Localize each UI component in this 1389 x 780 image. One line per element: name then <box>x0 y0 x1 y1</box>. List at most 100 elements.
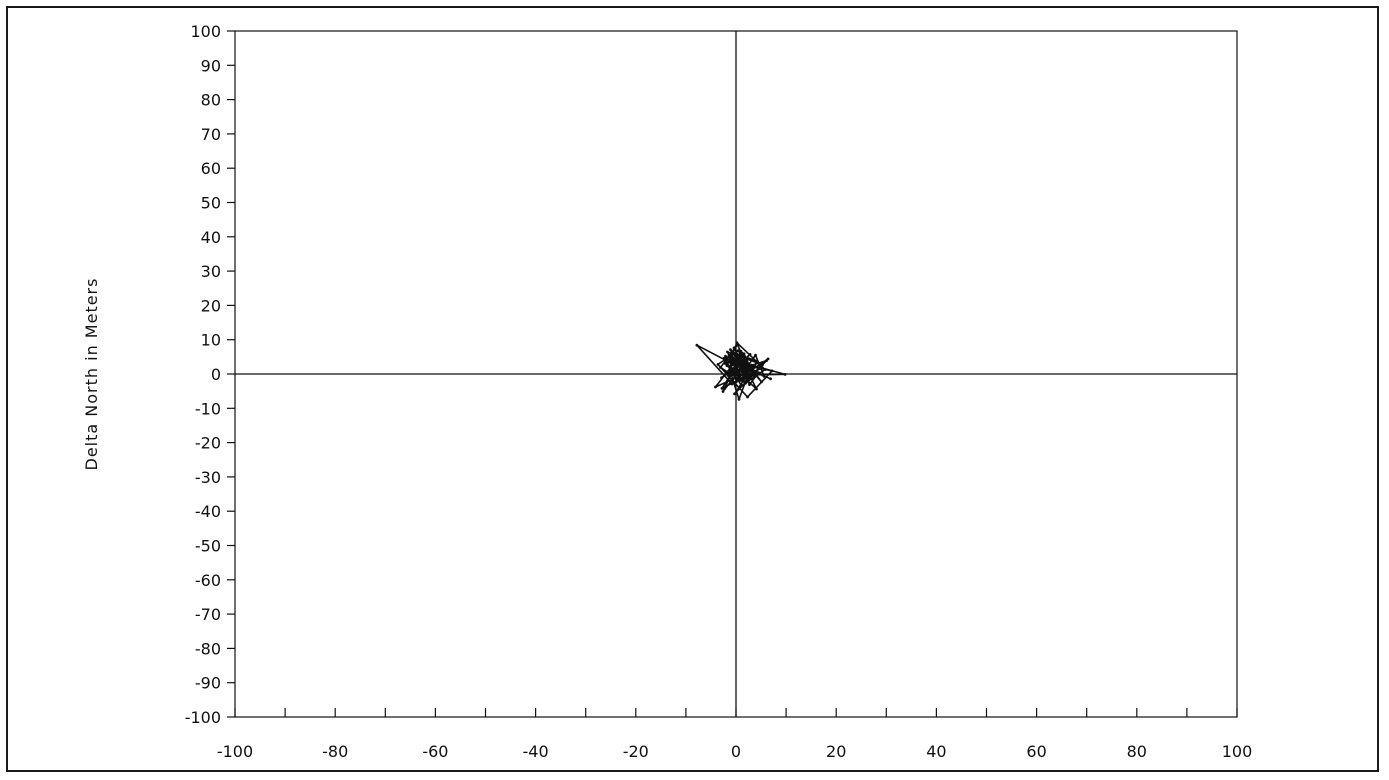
y-tick-label: 20 <box>201 296 221 315</box>
tick-labels-layer: -100 -80 -60 -40 -20 0 20 40 60 80 100100908070605… <box>185 22 1253 761</box>
data-point <box>762 375 766 378</box>
data-point <box>737 397 741 401</box>
x-tick-label: -60 <box>422 742 448 761</box>
data-point <box>720 376 723 380</box>
y-tick-label: -20 <box>195 434 221 453</box>
data-point <box>722 356 726 360</box>
data-point <box>729 348 732 352</box>
data-point <box>720 387 724 390</box>
y-tick-label: 40 <box>201 228 221 247</box>
data-point <box>757 371 760 375</box>
y-tick-label: -50 <box>195 537 221 556</box>
data-point <box>739 379 742 382</box>
y-tick-label: 0 <box>211 365 221 384</box>
y-tick-label: -100 <box>185 708 221 727</box>
y-tick-label: 60 <box>201 159 221 178</box>
x-tick-label: 20 <box>826 742 846 761</box>
data-point <box>719 366 722 369</box>
y-tick-label: 80 <box>201 91 221 110</box>
data-point <box>770 369 774 373</box>
data-point <box>763 368 767 371</box>
data-point <box>726 350 729 354</box>
data-point <box>765 359 768 363</box>
data-point <box>755 387 758 391</box>
data-point <box>733 392 736 396</box>
x-tick-label: 40 <box>926 742 946 761</box>
data-point <box>748 353 752 356</box>
data-point <box>752 372 756 376</box>
y-tick-label: 90 <box>201 56 221 75</box>
data-point <box>746 370 750 374</box>
data-point <box>755 359 759 363</box>
y-tick-label: 100 <box>190 22 221 41</box>
data-point <box>731 351 735 355</box>
data-point <box>745 378 749 381</box>
data-point <box>737 373 740 377</box>
data-point <box>749 365 753 369</box>
x-tick-label: -100 <box>217 742 253 761</box>
data-point <box>741 364 745 368</box>
y-tick-label: 30 <box>201 262 221 281</box>
x-tick-label: -80 <box>322 742 348 761</box>
data-point <box>739 362 742 366</box>
data-point <box>726 373 730 377</box>
data-point <box>736 368 739 372</box>
data-point <box>783 372 787 376</box>
data-point <box>727 354 731 357</box>
series-layer <box>695 341 787 401</box>
data-point <box>748 383 751 387</box>
data-point <box>749 374 752 378</box>
x-tick-label: 0 <box>731 742 741 761</box>
y-tick-label: -90 <box>195 674 221 693</box>
data-point <box>735 341 739 345</box>
ticks-layer <box>227 30 1238 718</box>
data-point <box>739 349 743 353</box>
y-tick-label: 10 <box>201 331 221 350</box>
y-tick-label: -10 <box>195 399 221 418</box>
data-point <box>728 359 731 363</box>
data-point <box>769 377 772 381</box>
x-tick-label: -20 <box>623 742 649 761</box>
data-point <box>740 384 743 388</box>
y-tick-label: -60 <box>195 571 221 590</box>
y-axis-label: Delta North in Meters <box>82 278 101 471</box>
data-point <box>754 353 757 357</box>
data-point <box>735 380 738 383</box>
x-tick-label: -40 <box>523 742 549 761</box>
data-point <box>716 362 720 366</box>
data-point <box>741 358 744 362</box>
data-point <box>744 381 748 384</box>
data-point <box>760 380 763 384</box>
data-point <box>742 361 745 365</box>
data-point <box>695 343 699 347</box>
data-point <box>758 367 762 370</box>
data-point <box>738 355 741 359</box>
data-point <box>753 375 756 379</box>
data-point <box>736 349 740 353</box>
data-point <box>724 354 727 358</box>
data-point <box>751 368 755 372</box>
data-point <box>735 357 739 361</box>
y-tick-label: 50 <box>201 194 221 213</box>
y-tick-label: -40 <box>195 502 221 521</box>
y-tick-label: -30 <box>195 468 221 487</box>
data-point <box>730 361 733 365</box>
data-point <box>725 364 729 368</box>
data-point <box>721 390 725 393</box>
data-point <box>732 346 736 350</box>
x-tick-label: 60 <box>1026 742 1046 761</box>
data-point <box>723 361 727 365</box>
x-tick-label: 100 <box>1222 742 1253 761</box>
x-tick-label: 80 <box>1127 742 1147 761</box>
data-point <box>743 375 746 379</box>
data-point <box>730 382 734 386</box>
y-tick-label: -70 <box>195 605 221 624</box>
data-point <box>761 363 764 367</box>
data-point <box>738 376 742 380</box>
data-point <box>728 365 732 368</box>
data-point <box>732 356 735 360</box>
data-point <box>733 367 737 371</box>
y-tick-label: 70 <box>201 125 221 144</box>
y-tick-label: -80 <box>195 639 221 658</box>
